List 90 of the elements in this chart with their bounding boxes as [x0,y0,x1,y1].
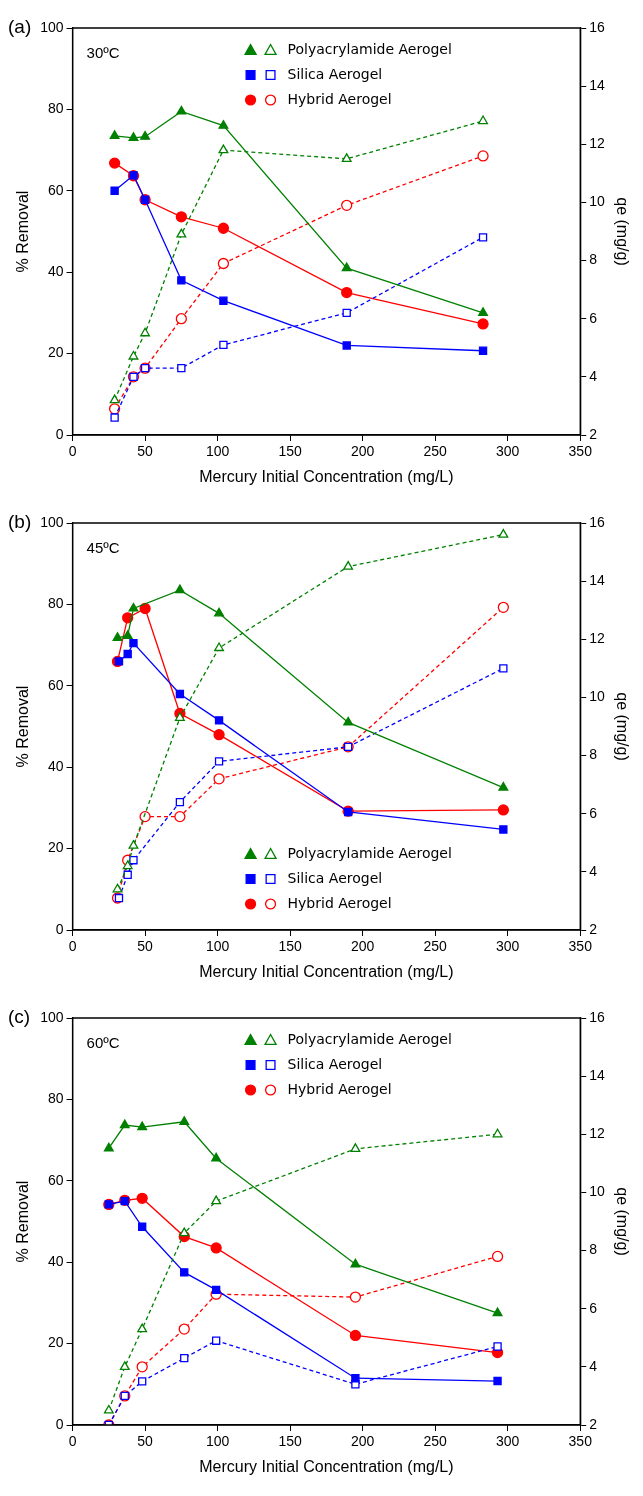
y2-tick-label: 4 [589,367,598,384]
x-tick-label: 300 [496,1433,520,1450]
x-tick-label: 100 [205,1433,230,1450]
legend-label: Silica Aerogel [287,1055,383,1072]
y2-tick-label: 2 [589,425,598,442]
legend-label: Hybrid Aerogel [287,90,392,107]
x-tick-label: 300 [496,443,520,460]
y2-tick-label: 12 [589,135,606,152]
chart-title: (b) [8,511,32,533]
x-axis-title: Mercury Initial Concentration (mg/L) [199,1457,454,1475]
y2-tick-label: 6 [589,804,598,821]
y2-tick-label: 2 [589,920,598,937]
x-tick-label: 250 [423,938,448,955]
x-tick-label: 100 [205,938,230,955]
chart-title: (a) [8,16,32,38]
y-tick-label: 80 [47,1090,64,1107]
legend-label: Polyacrylamide Aerogel [287,1030,452,1047]
x-tick-label: 150 [278,938,303,955]
y-tick-label: 40 [47,1253,64,1270]
x-axis-title: Mercury Initial Concentration (mg/L) [199,467,454,485]
y2-tick-label: 16 [589,1008,606,1025]
x-tick-label: 50 [137,443,154,460]
y-axis-title: % Removal [14,1180,32,1263]
x-tick-label: 200 [350,1433,375,1450]
y2-tick-label: 14 [589,77,606,93]
x-tick-label: 0 [68,1433,77,1450]
y2-tick-label: 10 [589,688,606,705]
y2-tick-label: 4 [589,1357,598,1374]
y2-tick-label: 2 [589,1415,598,1432]
y-tick-label: 60 [47,1171,64,1188]
legend-label: Hybrid Aerogel [287,1080,392,1097]
y2-tick-label: 10 [589,193,606,210]
y2-tick-label: 16 [589,513,606,530]
chart-title: (c) [8,1006,31,1028]
x-tick-label: 150 [278,443,303,460]
x-tick-label: 100 [205,443,230,460]
x-tick-label: 50 [137,938,154,955]
annotation: 30ºC [86,44,120,62]
y-tick-label: 20 [47,1334,64,1351]
x-tick-label: 150 [278,1433,303,1450]
y-tick-label: 0 [55,1415,64,1432]
y2-tick-label: 8 [589,251,598,268]
x-axis-title: Mercury Initial Concentration (mg/L) [199,962,454,980]
y2-tick-label: 6 [589,309,598,326]
y-tick-label: 0 [55,920,64,937]
y2-tick-label: 4 [589,862,598,879]
y2-tick-label: 10 [589,1183,606,1200]
legend-label: Silica Aerogel [287,65,383,82]
y2-axis-title: qe (mg/g) [613,1187,631,1256]
y-tick-label: 80 [47,595,64,612]
x-tick-label: 200 [350,443,375,460]
y2-tick-label: 12 [589,630,606,647]
y-tick-label: 0 [55,425,64,442]
y2-tick-label: 14 [589,572,606,588]
x-tick-label: 0 [68,938,77,955]
y2-tick-label: 8 [589,1241,598,1258]
y-tick-label: 100 [40,513,64,530]
x-tick-label: 300 [496,938,520,955]
y-tick-label: 60 [47,181,64,198]
y2-tick-label: 12 [589,1125,606,1142]
x-tick-label: 350 [568,1433,593,1450]
y2-axis-title: qe (mg/g) [613,197,631,266]
legend-label: Silica Aerogel [287,869,383,886]
y-tick-label: 20 [47,344,64,361]
y-tick-label: 100 [40,1008,64,1025]
x-tick-label: 350 [568,443,593,460]
y2-tick-label: 16 [589,18,606,35]
y-axis-title: % Removal [14,190,32,273]
y-tick-label: 60 [47,676,64,693]
x-tick-label: 50 [137,1433,154,1450]
x-tick-label: 250 [423,443,448,460]
annotation: 45ºC [86,539,120,557]
y2-tick-label: 8 [589,746,598,763]
x-tick-label: 200 [350,938,375,955]
legend-label: Polyacrylamide Aerogel [287,40,452,57]
y-tick-label: 40 [47,263,64,280]
y-tick-label: 20 [47,839,64,856]
x-tick-label: 350 [568,938,593,955]
y2-axis-title: qe (mg/g) [613,692,631,761]
legend-label: Polyacrylamide Aerogel [287,844,452,861]
y-tick-label: 80 [47,100,64,117]
annotation: 60ºC [86,1034,120,1052]
y-tick-label: 40 [47,758,64,775]
x-tick-label: 250 [423,1433,448,1450]
y-tick-label: 100 [40,18,64,35]
y2-tick-label: 6 [589,1299,598,1316]
legend-label: Hybrid Aerogel [287,894,392,911]
y2-tick-label: 14 [589,1067,606,1083]
x-tick-label: 0 [68,443,77,460]
y-axis-title: % Removal [14,685,32,768]
